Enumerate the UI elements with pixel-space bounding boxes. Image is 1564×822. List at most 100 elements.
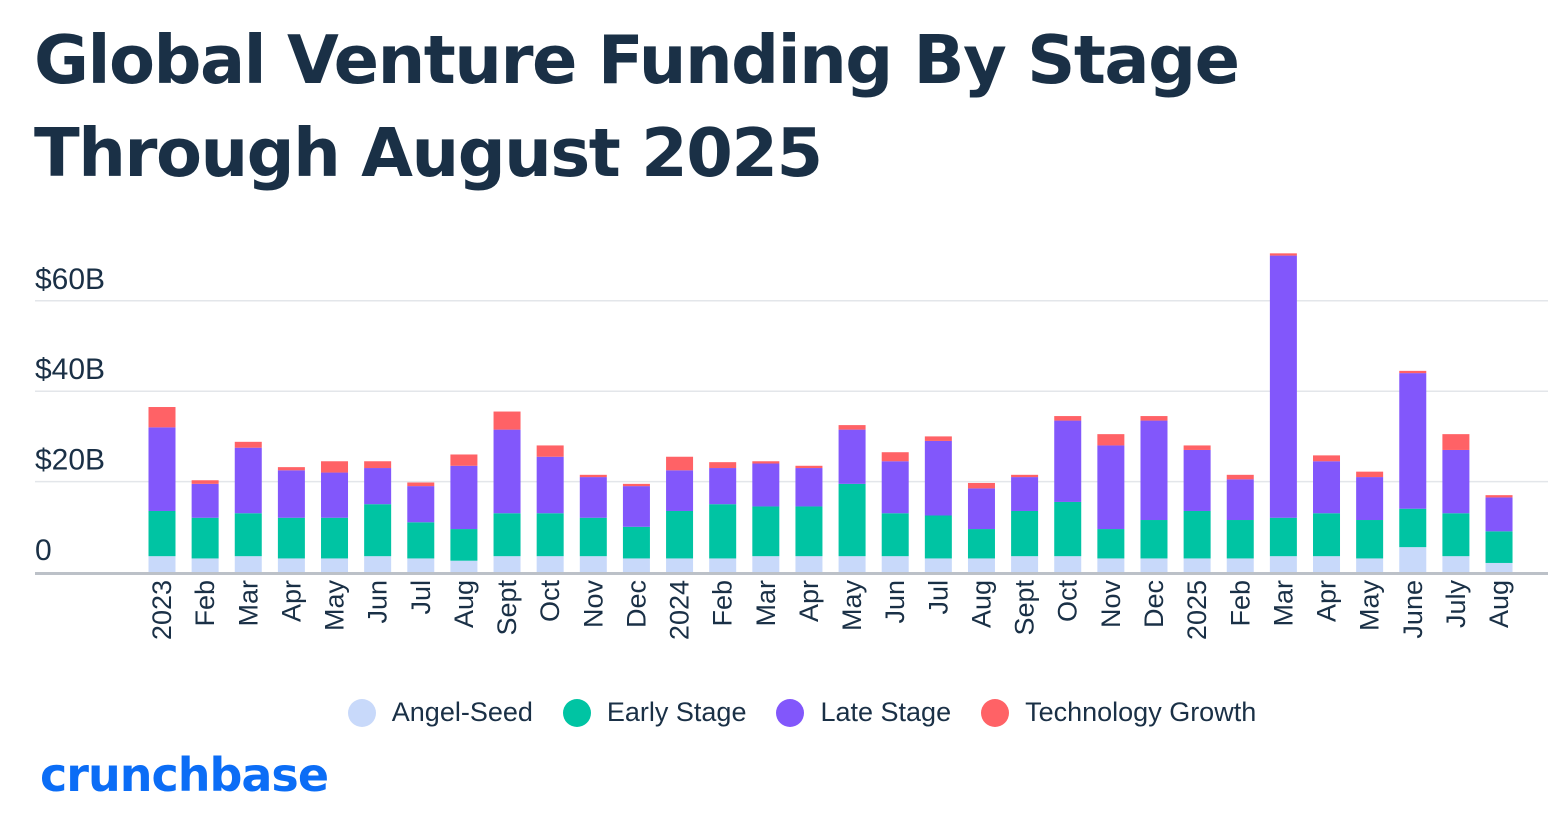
- bar-stack: [1269, 253, 1297, 572]
- x-tick-label: Nov: [1096, 580, 1126, 629]
- bar-segment-technology-growth: [924, 436, 952, 441]
- bar-segment-technology-growth: [493, 411, 521, 430]
- x-tick-label: Oct: [535, 580, 565, 623]
- bar-segment-late-stage: [881, 461, 909, 514]
- bar-segment-angel-seed: [1140, 558, 1168, 572]
- bar-segment-early-stage: [1226, 520, 1254, 559]
- bar-segment-late-stage: [709, 468, 737, 505]
- x-tick-label: Jul: [923, 580, 953, 615]
- x-tick-label: July: [1441, 580, 1471, 629]
- bar-segment-angel-seed: [1399, 547, 1427, 572]
- bar-segment-early-stage: [148, 510, 176, 557]
- x-tick-label: June: [1398, 580, 1428, 639]
- x-tick-label: Apr: [794, 580, 824, 622]
- x-tick-label: 2025: [1182, 580, 1212, 640]
- bar-segment-early-stage: [752, 506, 780, 557]
- bar-segment-early-stage: [924, 515, 952, 559]
- bar-segment-angel-seed: [1226, 558, 1254, 572]
- bar-segment-technology-growth: [1485, 495, 1513, 498]
- bar-segment-late-stage: [321, 472, 349, 518]
- bar-segment-angel-seed: [364, 556, 392, 572]
- bar-stack: [493, 411, 521, 572]
- bar-segment-early-stage: [1140, 520, 1168, 559]
- bar-segment-early-stage: [1313, 513, 1341, 557]
- bar-segment-angel-seed: [277, 558, 305, 572]
- bar-segment-early-stage: [1011, 510, 1039, 557]
- legend-item-early-stage[interactable]: Early Stage: [562, 697, 746, 728]
- bar-segment-technology-growth: [709, 462, 737, 469]
- bar-stack: [1054, 416, 1082, 572]
- bar-segment-early-stage: [1183, 510, 1211, 559]
- bar-stack: [1097, 434, 1125, 572]
- bar-segment-early-stage: [838, 483, 866, 557]
- bar-segment-late-stage: [191, 483, 219, 518]
- bar-segment-angel-seed: [1097, 558, 1125, 572]
- bar-segment-angel-seed: [881, 556, 909, 572]
- bar-segment-angel-seed: [321, 558, 349, 572]
- x-tick-label: May: [837, 580, 867, 632]
- bar-stack: [579, 474, 607, 572]
- bar-segment-early-stage: [277, 517, 305, 559]
- bar-segment-technology-growth: [881, 452, 909, 462]
- bar-segment-angel-seed: [536, 556, 564, 572]
- bar-segment-technology-growth: [1054, 416, 1082, 421]
- bar-stack: [191, 480, 219, 572]
- x-tick-label: Dec: [621, 580, 651, 628]
- bar-segment-early-stage: [1399, 508, 1427, 548]
- x-axis-ticks: 2023 Feb Mar Apr May Jun Jul Aug Sept Oct Nov Dec 20…: [147, 580, 1514, 641]
- x-tick-label: Aug: [966, 580, 996, 628]
- bar-segment-early-stage: [1442, 513, 1470, 557]
- legend-item-angel-seed[interactable]: Angel-Seed: [347, 697, 533, 728]
- bar-segment-technology-growth: [1399, 370, 1427, 374]
- bar-segment-angel-seed: [450, 560, 478, 572]
- legend-swatch-technology-growth: [981, 698, 1010, 727]
- legend-swatch-angel-seed: [347, 698, 376, 727]
- bar-segment-late-stage: [1226, 479, 1254, 521]
- bar-segment-angel-seed: [666, 558, 694, 572]
- x-tick-label: Mar: [233, 580, 263, 627]
- bar-segment-late-stage: [148, 427, 176, 511]
- crunchbase-logo[interactable]: crunchbase: [40, 748, 329, 802]
- x-tick-label: Mar: [751, 580, 781, 627]
- bar-segment-early-stage: [1356, 520, 1384, 559]
- bar-stack: [1356, 471, 1384, 572]
- x-tick-label: Feb: [190, 580, 220, 627]
- bar-stack: [709, 462, 737, 572]
- bar-segment-late-stage: [1140, 420, 1168, 521]
- bar-segment-angel-seed: [1011, 556, 1039, 572]
- bar-segment-angel-seed: [1183, 558, 1211, 572]
- bar-segment-late-stage: [234, 447, 262, 514]
- bar-segment-late-stage: [838, 429, 866, 484]
- x-tick-label: Feb: [1225, 580, 1255, 627]
- gridlines: [35, 300, 1548, 483]
- x-tick-label: Aug: [449, 580, 479, 628]
- legend-label-late-stage: Late Stage: [820, 697, 952, 727]
- x-tick-label: Jun: [363, 580, 393, 624]
- bar-segment-technology-growth: [407, 482, 435, 487]
- x-tick-label: Mar: [1268, 580, 1298, 627]
- bar-stack: [924, 436, 952, 572]
- bar-stack: [881, 452, 909, 572]
- x-tick-label: Apr: [276, 580, 306, 622]
- bar-stack: [277, 467, 305, 572]
- legend-label-technology-growth: Technology Growth: [1025, 697, 1257, 727]
- bar-segment-early-stage: [579, 517, 607, 557]
- bar-segment-early-stage: [234, 513, 262, 557]
- bar-segment-late-stage: [1269, 255, 1297, 518]
- x-tick-label: Jul: [406, 580, 436, 615]
- x-tick-label: Sept: [492, 580, 522, 636]
- bar-segment-late-stage: [450, 465, 478, 530]
- chart-title: Global Venture Funding By Stage Through …: [34, 21, 1240, 192]
- bar-segment-late-stage: [1313, 461, 1341, 514]
- bar-segment-late-stage: [364, 468, 392, 505]
- x-tick-label: 2024: [665, 580, 695, 640]
- x-tick-label: May: [1355, 580, 1385, 632]
- legend-item-technology-growth[interactable]: Technology Growth: [981, 697, 1256, 728]
- bar-segment-angel-seed: [795, 556, 823, 572]
- bar-segment-early-stage: [1269, 517, 1297, 557]
- bar-segment-early-stage: [450, 529, 478, 561]
- bar-segment-technology-growth: [752, 461, 780, 464]
- bar-stack: [234, 441, 262, 572]
- legend-item-late-stage[interactable]: Late Stage: [776, 697, 951, 728]
- bar-segment-technology-growth: [1313, 455, 1341, 462]
